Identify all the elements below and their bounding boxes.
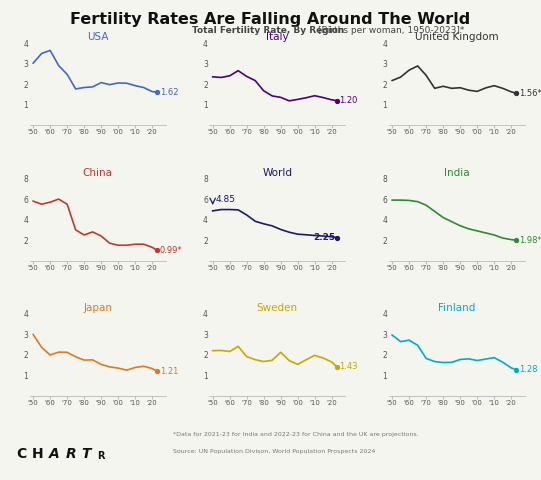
Text: 1.56*: 1.56* [519,89,541,98]
Text: 1.43: 1.43 [339,362,358,371]
Title: Japan: Japan [83,303,112,313]
Text: A: A [49,447,60,461]
Text: C: C [16,447,27,461]
Text: *Data for 2021-23 for India and 2022-23 for China and the UK are projections.: *Data for 2021-23 for India and 2022-23 … [173,432,419,437]
Text: 4.85: 4.85 [215,195,235,204]
Title: China: China [83,168,113,178]
Text: R: R [97,451,105,461]
Text: Fertility Rates Are Falling Around The World: Fertility Rates Are Falling Around The W… [70,12,471,27]
Text: 0.99*: 0.99* [160,246,182,255]
Text: R: R [65,447,76,461]
Text: Total Fertility Rate, By Region: Total Fertility Rate, By Region [192,26,347,36]
Title: Sweden: Sweden [256,303,298,313]
Text: 1.20: 1.20 [339,96,358,105]
Text: [Births per woman, 1950-2023]*: [Births per woman, 1950-2023]* [318,26,465,36]
Text: 1.28: 1.28 [519,365,537,374]
Title: Italy: Italy [266,33,288,42]
Title: India: India [444,168,470,178]
Title: United Kingdom: United Kingdom [415,33,499,42]
Text: 1.62: 1.62 [160,87,179,96]
Text: 1.21: 1.21 [160,367,178,376]
Text: T: T [82,447,91,461]
Text: Source: UN Population Divison, World Population Prospects 2024: Source: UN Population Divison, World Pop… [173,449,375,454]
Title: World: World [262,168,292,178]
Title: USA: USA [87,33,109,42]
Text: 2.25: 2.25 [313,233,335,242]
Title: Finland: Finland [438,303,476,313]
Text: H: H [31,447,43,461]
Text: 1.98*: 1.98* [519,236,541,245]
